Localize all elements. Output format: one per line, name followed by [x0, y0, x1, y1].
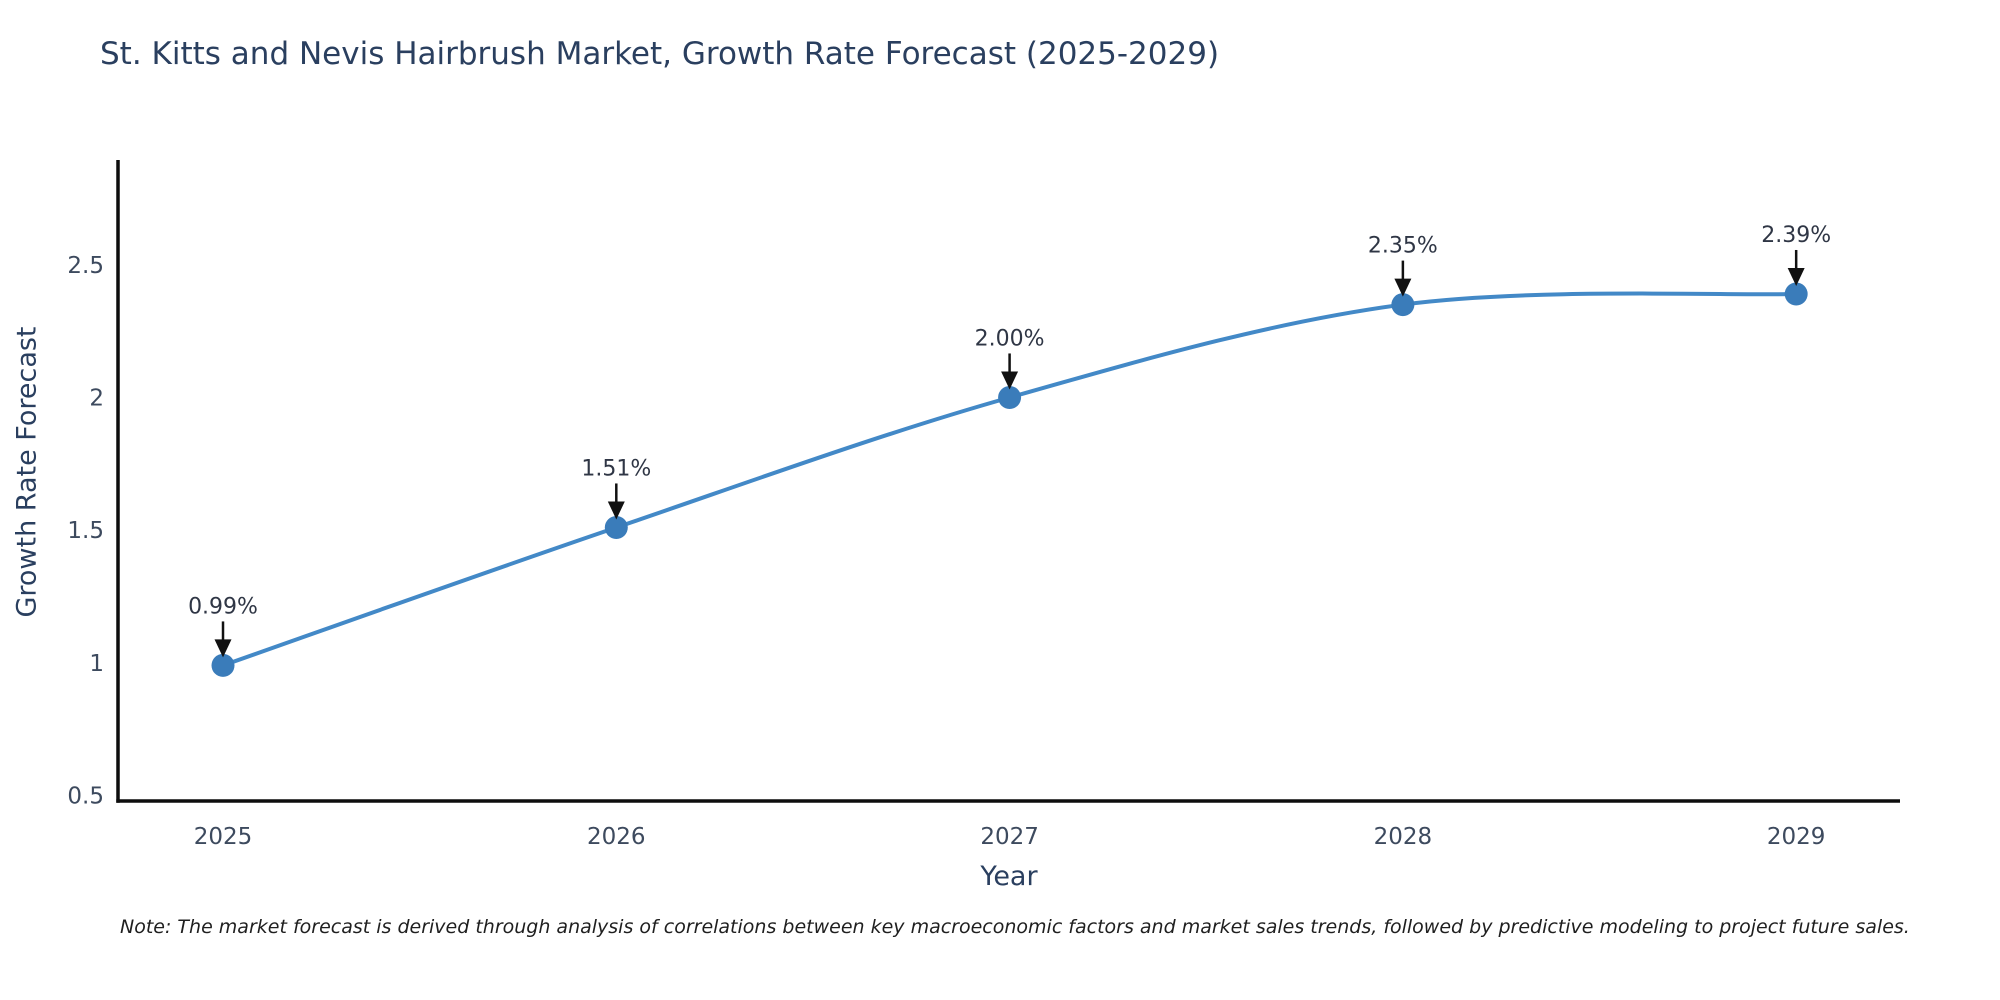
annotation-arrowhead — [1394, 278, 1412, 297]
annotation-arrowhead — [1787, 267, 1805, 286]
x-tick-label: 2027 — [980, 824, 1039, 850]
chart-title: St. Kitts and Nevis Hairbrush Market, Gr… — [100, 36, 1220, 72]
annotation-arrowhead — [1001, 371, 1019, 390]
x-tick-label: 2028 — [1374, 824, 1433, 850]
point-annotation-label: 2.00% — [975, 326, 1045, 351]
y-tick-label: 1 — [89, 651, 104, 677]
point-annotation-label: 1.51% — [581, 456, 651, 481]
x-axis-title: Year — [980, 861, 1038, 892]
data-point-marker — [211, 653, 235, 677]
annotation-arrowhead — [607, 501, 625, 520]
y-tick-label: 1.5 — [67, 518, 104, 544]
x-tick-label: 2026 — [587, 824, 646, 850]
point-annotation-label: 2.35% — [1368, 234, 1438, 259]
y-axis-title: Growth Rate Forecast — [11, 326, 43, 618]
data-point-marker — [604, 515, 628, 539]
data-point-marker — [1784, 282, 1808, 306]
annotation-arrowhead — [214, 639, 232, 658]
x-tick-label: 2025 — [194, 824, 253, 850]
point-annotation-label: 0.99% — [188, 594, 258, 619]
y-tick-label: 2 — [89, 386, 104, 412]
data-point-marker — [1391, 293, 1415, 317]
y-tick-label: 0.5 — [67, 783, 104, 809]
y-tick-label: 2.5 — [67, 253, 104, 279]
point-annotation-label: 2.39% — [1761, 223, 1831, 248]
footnote: Note: The market forecast is derived thr… — [120, 916, 1910, 938]
x-tick-label: 2029 — [1767, 824, 1826, 850]
data-point-marker — [998, 385, 1022, 409]
